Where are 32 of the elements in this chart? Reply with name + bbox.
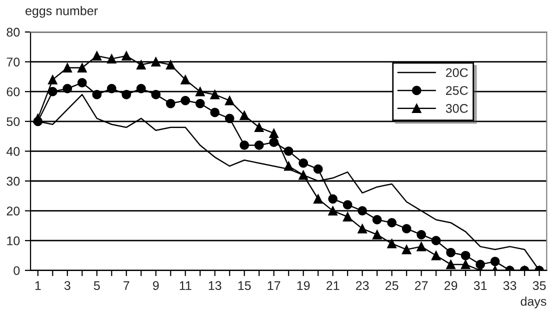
x-tick-label: 11 (180, 281, 192, 290)
y-tick-label: 40 (6, 147, 20, 156)
x-tick-label: 23 (356, 281, 369, 290)
x-tick-label: 5 (94, 281, 100, 290)
x-tick-label: 17 (268, 281, 280, 290)
legend-label: 25C (446, 86, 468, 95)
x-tick-label: 21 (326, 281, 340, 290)
y-tick-label: 20 (6, 206, 20, 216)
x-tick-label: 29 (444, 281, 458, 290)
x-tick-label: 9 (152, 281, 159, 290)
x-tick-label: 7 (124, 281, 130, 290)
x-tick-label: 19 (297, 281, 310, 290)
legend-label: 20C (446, 68, 468, 78)
y-tick-label: 10 (7, 236, 20, 246)
y-tick-label: 0 (14, 266, 20, 276)
y-tick-label: 70 (6, 58, 20, 66)
x-tick-label: 27 (415, 281, 428, 290)
x-axis-title: days (520, 296, 546, 308)
x-tick-label: 31 (474, 281, 487, 290)
x-tick-label: 35 (532, 281, 546, 290)
x-tick-label: 33 (503, 281, 516, 290)
y-tick-label: 60 (6, 87, 20, 96)
y-tick-label: 80 (6, 28, 20, 37)
x-tick-label: 1 (35, 281, 41, 290)
y-tick-label: 30 (6, 176, 20, 186)
x-tick-label: 3 (64, 281, 70, 290)
y-axis-title: eggs number (26, 6, 98, 18)
y-tick-label: 50 (6, 117, 20, 126)
x-tick-label: 13 (208, 281, 222, 290)
x-tick-label: 15 (238, 281, 251, 290)
legend-label: 30C (446, 104, 468, 113)
x-tick-label: 25 (386, 281, 398, 290)
